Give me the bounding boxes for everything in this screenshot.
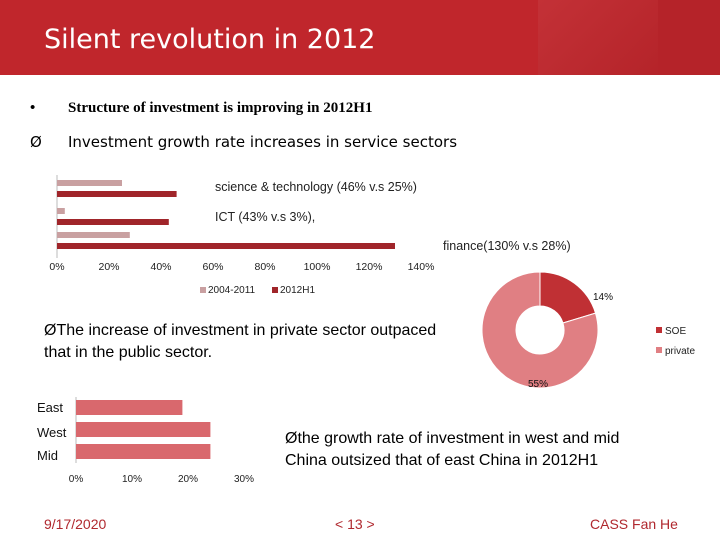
legend-label: SOE — [665, 326, 686, 337]
private-sector-text: ØThe increase of investment in private s… — [44, 320, 436, 364]
bar-region — [76, 444, 211, 459]
bullet-marker: • — [30, 100, 36, 116]
west-text-line-1: Øthe growth rate of investment in west a… — [285, 430, 620, 447]
regional-growth-chart: East West Mid 0% 10% 20% 30% — [37, 397, 254, 485]
bullet-line-2: Ø Investment growth rate increases in ser… — [30, 133, 457, 151]
legend-swatch — [656, 347, 662, 353]
x-tick-label: 80% — [254, 261, 275, 273]
page-title: Silent revolution in 2012 — [44, 24, 376, 55]
bar-2004-2011 — [57, 232, 130, 238]
header-decoration-right — [658, 0, 720, 75]
bar-2012h1 — [57, 219, 169, 225]
category-label: Mid — [37, 448, 58, 463]
x-tick-label: 140% — [408, 261, 435, 273]
west-mid-text: Øthe growth rate of investment in west a… — [285, 428, 619, 472]
legend-swatch — [272, 287, 278, 293]
x-tick-label: 30% — [234, 474, 254, 485]
x-tick-label: 20% — [98, 261, 119, 273]
x-tick-label: 10% — [122, 474, 142, 485]
arrow-bullet-marker: Ø — [30, 133, 42, 151]
legend-label: 2004-2011 — [208, 285, 256, 296]
bar-2012h1 — [57, 243, 395, 249]
private-text-line-1: ØThe increase of investment in private s… — [44, 322, 437, 339]
x-tick-label: 60% — [202, 261, 223, 273]
data-label: 14% — [593, 292, 613, 303]
footer-date: 9/17/2020 — [44, 516, 107, 532]
private-text-line-2: that in the public sector. — [44, 344, 213, 361]
bullet-text: Investment growth rate increases in serv… — [68, 133, 458, 151]
legend-label: 2012H1 — [280, 285, 315, 296]
category-label: finance(130% v.s 28%) — [443, 239, 571, 253]
x-tick-label: 120% — [356, 261, 383, 273]
x-tick-label: 0% — [69, 474, 84, 485]
bar-2012h1 — [57, 191, 177, 197]
category-label: science & technology (46% v.s 25%) — [215, 180, 417, 194]
data-label: 55% — [528, 379, 548, 390]
donut-slice — [481, 271, 599, 389]
footer-author: CASS Fan He — [590, 516, 678, 532]
bar-region — [76, 400, 183, 415]
category-label: East — [37, 400, 63, 415]
legend-swatch — [200, 287, 206, 293]
category-label: ICT (43% v.s 3%), — [215, 210, 315, 224]
bar-region — [76, 422, 211, 437]
legend-label: private — [665, 346, 695, 357]
bar-2004-2011 — [57, 180, 122, 186]
x-tick-label: 100% — [304, 261, 331, 273]
sector-growth-chart: science & technology (46% v.s 25%) ICT (4… — [49, 175, 571, 296]
category-label: West — [37, 425, 67, 440]
x-tick-label: 0% — [49, 261, 64, 273]
bar-2004-2011 — [57, 208, 65, 214]
ownership-donut-chart: 14% 55% SOE private — [481, 271, 695, 390]
legend-swatch — [656, 327, 662, 333]
bullet-text: Structure of investment is improving in … — [68, 100, 373, 116]
west-text-line-2: China outsized that of east China in 201… — [285, 452, 599, 469]
header-bar: Silent revolution in 2012 — [0, 0, 720, 75]
bullet-line-1: • Structure of investment is improving in… — [30, 100, 372, 117]
x-tick-label: 40% — [150, 261, 171, 273]
x-tick-label: 20% — [178, 474, 198, 485]
footer-page-number: < 13 > — [335, 516, 375, 532]
header-decoration — [538, 0, 658, 75]
